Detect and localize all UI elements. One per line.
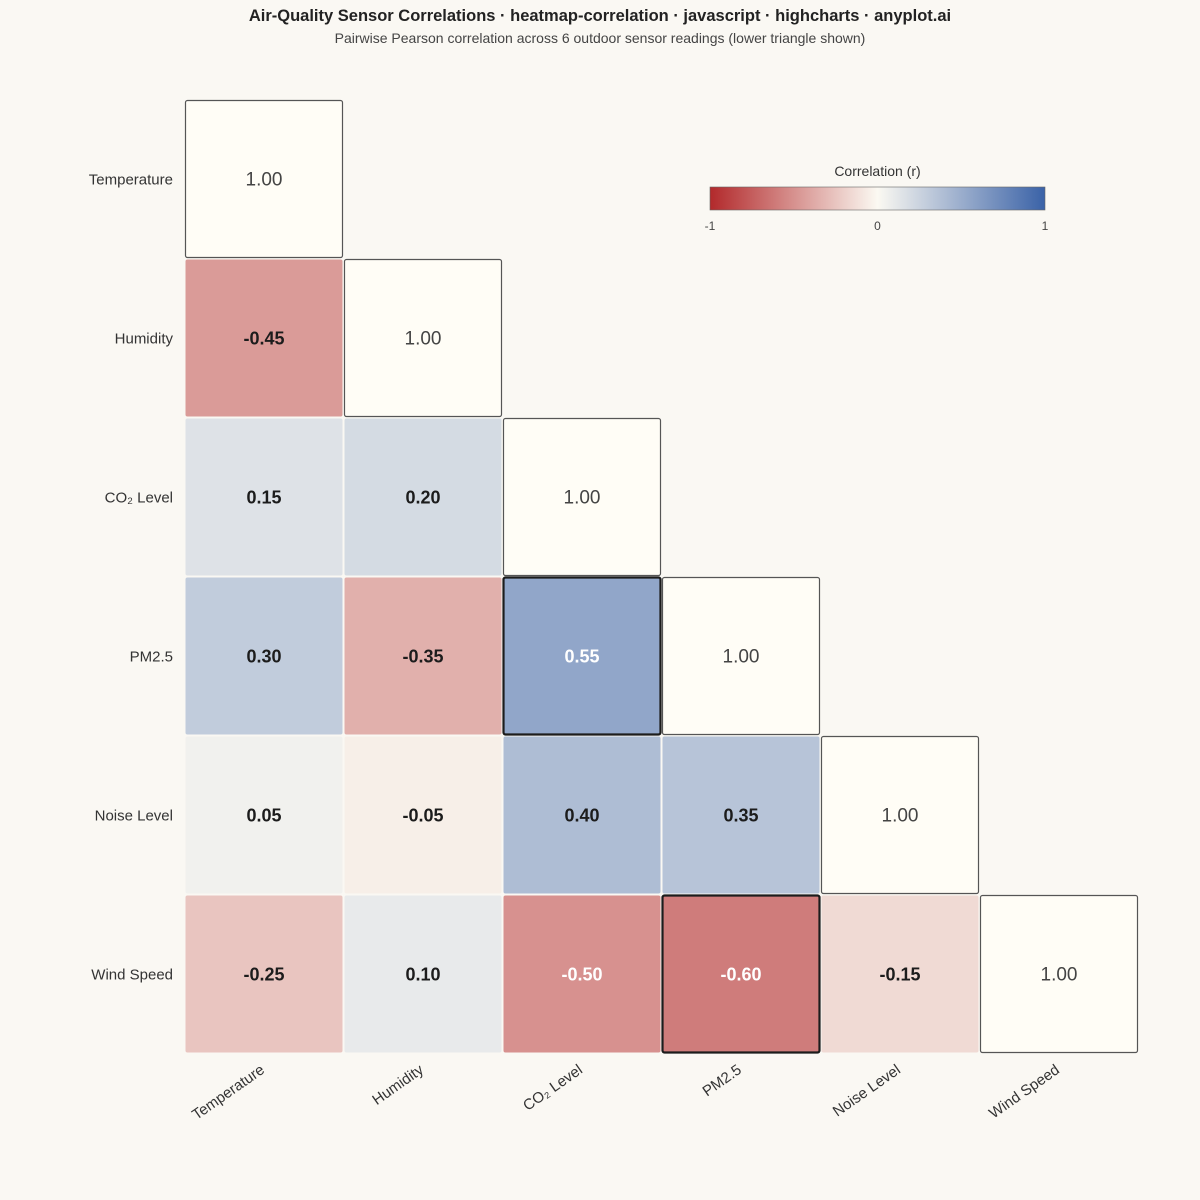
cell-rect xyxy=(344,418,502,576)
cell-value-label: 0.20 xyxy=(405,488,440,508)
y-axis-label-wind-speed: Wind Speed xyxy=(91,967,173,984)
x-axis-label-humidity: Humidity xyxy=(369,1061,427,1109)
cell-rect xyxy=(821,895,979,1053)
cell-rect xyxy=(185,895,343,1053)
heatmap-cell[interactable]: -0.50 xyxy=(503,895,661,1053)
heatmap-cell[interactable]: 0.30 xyxy=(185,577,343,735)
cell-rect xyxy=(344,895,502,1053)
colorbar-tick-label: -1 xyxy=(705,219,716,233)
cell-rect xyxy=(661,576,821,736)
heatmap-cell[interactable]: 1.00 xyxy=(820,735,980,895)
cell-value-label: 0.40 xyxy=(564,806,599,826)
x-axis-label-temperature: Temperature xyxy=(189,1061,268,1123)
x-axis-label-wind-speed: Wind Speed xyxy=(986,1061,1063,1122)
heatmap-cell[interactable]: 1.00 xyxy=(502,417,662,577)
heatmap-cell[interactable]: -0.45 xyxy=(185,259,343,417)
heatmap-cell[interactable]: 1.00 xyxy=(343,258,503,418)
cell-value-label: 1.00 xyxy=(246,170,283,191)
cell-rect xyxy=(344,736,502,894)
colorbar-tick-label: 0 xyxy=(874,219,881,233)
cell-value-label: -0.25 xyxy=(243,965,284,985)
cell-value-label: 1.00 xyxy=(405,329,442,350)
cell-rect xyxy=(502,576,662,736)
colorbar-title: Correlation (r) xyxy=(834,163,920,179)
cell-value-label: 1.00 xyxy=(882,806,919,827)
heatmap-cell[interactable]: -0.15 xyxy=(821,895,979,1053)
cell-value-label: 0.30 xyxy=(246,647,281,667)
heatmap-cell[interactable]: 0.15 xyxy=(185,418,343,576)
cell-rect xyxy=(343,258,503,418)
cell-rect xyxy=(185,736,343,894)
cell-rect xyxy=(185,577,343,735)
heatmap-cell[interactable]: 0.10 xyxy=(344,895,502,1053)
cell-value-label: -0.45 xyxy=(243,329,284,349)
x-axis-label-pm2-5: PM2.5 xyxy=(700,1061,745,1100)
cell-rect xyxy=(184,99,344,259)
y-axis-label-humidity: Humidity xyxy=(115,331,174,348)
x-axis-label-co-level: CO₂ Level xyxy=(520,1061,586,1114)
y-axis-label-temperature: Temperature xyxy=(89,172,173,189)
cell-value-label: -0.15 xyxy=(879,965,920,985)
heatmap-cell[interactable]: -0.60 xyxy=(661,894,821,1054)
heatmap-cell[interactable]: 1.00 xyxy=(661,576,821,736)
colorbar-gradient xyxy=(709,186,1046,211)
cell-value-label: 0.55 xyxy=(564,647,599,667)
cell-rect xyxy=(661,894,821,1054)
heatmap-cell[interactable]: -0.35 xyxy=(344,577,502,735)
y-axis-label-pm2-5: PM2.5 xyxy=(130,649,173,666)
cell-value-label: 0.10 xyxy=(405,965,440,985)
cell-rect xyxy=(503,895,661,1053)
cell-value-label: -0.50 xyxy=(561,965,602,985)
chart-title: Air-Quality Sensor Correlations · heatma… xyxy=(248,7,952,25)
chart-subtitle: Pairwise Pearson correlation across 6 ou… xyxy=(334,30,866,46)
heatmap-cell[interactable]: 0.35 xyxy=(662,736,820,894)
heatmap-cell[interactable]: 0.05 xyxy=(185,736,343,894)
cell-value-label: 1.00 xyxy=(723,647,760,668)
cell-value-label: 0.35 xyxy=(723,806,758,826)
cell-rect xyxy=(185,259,343,417)
x-axis-label-noise-level: Noise Level xyxy=(830,1061,904,1120)
cell-value-label: 0.15 xyxy=(246,488,281,508)
cell-rect xyxy=(979,894,1139,1054)
cell-value-label: -0.35 xyxy=(402,647,443,667)
cell-value-label: 0.05 xyxy=(246,806,281,826)
cell-rect xyxy=(185,418,343,576)
cell-rect xyxy=(344,577,502,735)
heatmap-cell[interactable]: -0.05 xyxy=(344,736,502,894)
cell-rect xyxy=(662,736,820,894)
cell-rect xyxy=(503,736,661,894)
cell-value-label: -0.05 xyxy=(402,806,443,826)
cell-value-label: 1.00 xyxy=(1041,965,1078,986)
heatmap-cell[interactable]: 0.20 xyxy=(344,418,502,576)
heatmap-cell[interactable]: 1.00 xyxy=(184,99,344,259)
heatmap-cell[interactable]: 0.55 xyxy=(502,576,662,736)
colorbar-legend: Correlation (r) -1 0 1 xyxy=(705,163,1049,233)
cell-value-label: 1.00 xyxy=(564,488,601,509)
y-axis-label-co-level: CO₂ Level xyxy=(105,490,173,507)
heatmap-cell[interactable]: 0.40 xyxy=(503,736,661,894)
colorbar-tick-label: 1 xyxy=(1042,219,1049,233)
heatmap-cell[interactable]: 1.00 xyxy=(979,894,1139,1054)
cell-rect xyxy=(820,735,980,895)
y-axis-label-noise-level: Noise Level xyxy=(95,808,173,825)
cell-rect xyxy=(502,417,662,577)
cell-value-label: -0.60 xyxy=(720,965,761,985)
heatmap-cell[interactable]: -0.25 xyxy=(185,895,343,1053)
